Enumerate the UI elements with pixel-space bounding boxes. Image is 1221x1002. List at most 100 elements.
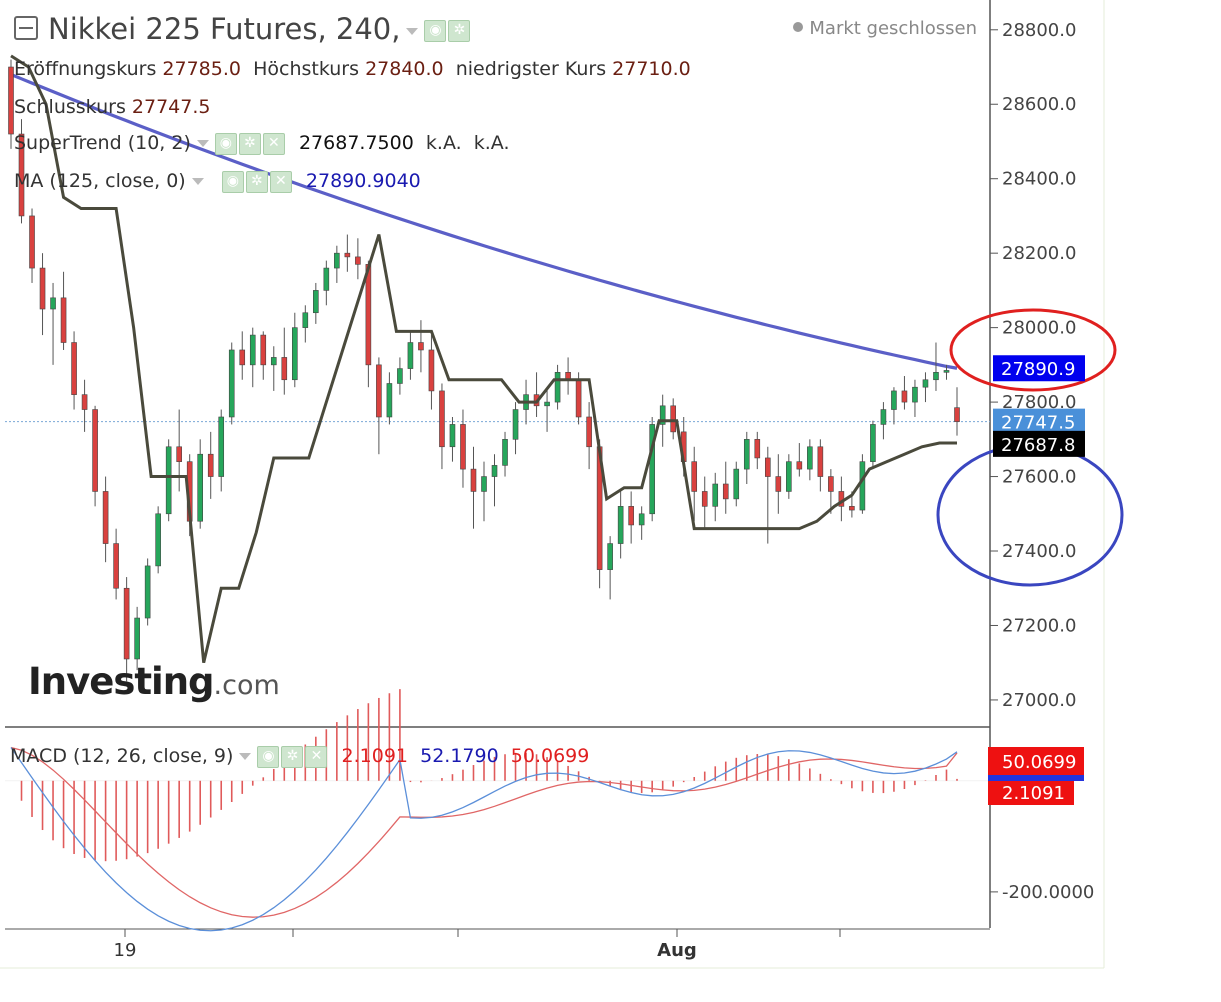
candle-body <box>617 506 624 544</box>
candle-body <box>743 439 750 470</box>
macd-line <box>10 747 958 932</box>
candle-body <box>764 457 771 477</box>
candle-body <box>817 446 824 477</box>
time-label: Aug <box>657 940 697 961</box>
chevron-down-icon[interactable] <box>191 178 204 185</box>
candle-body <box>449 424 456 448</box>
candle-body <box>334 252 340 269</box>
candle-body <box>481 476 487 492</box>
price-tick-label: 28000.0 <box>1002 318 1076 339</box>
candle-body <box>870 424 876 462</box>
candle-body <box>81 394 88 410</box>
candle-body <box>502 439 508 466</box>
gear-icon[interactable]: ✲ <box>238 132 261 155</box>
chevron-down-icon[interactable] <box>406 27 419 35</box>
candle-body <box>407 342 414 369</box>
macd-hist-value: 2.1091 <box>341 745 409 767</box>
ma-label: MA (125, close, 0) <box>14 170 186 192</box>
candle-body <box>512 409 519 440</box>
red-annotation-circle <box>949 308 1117 392</box>
candle-body <box>796 461 803 470</box>
candle-body <box>439 390 445 448</box>
candle-body <box>849 506 855 511</box>
supertrend-label: SuperTrend (10, 2) <box>14 132 191 154</box>
price-tick-label: 28200.0 <box>1002 243 1076 264</box>
eye-icon[interactable]: ◉ <box>424 20 447 42</box>
candle-body <box>638 513 645 526</box>
macd-signal-badge-bg <box>988 747 1084 775</box>
gear-icon[interactable]: ✲ <box>281 745 304 768</box>
candle-body <box>123 587 130 660</box>
supertrend-legend[interactable]: SuperTrend (10, 2) ◉ ✲ ✕ 27687.7500 k.A. k.… <box>14 132 510 155</box>
close-value: 27747.5 <box>131 96 211 118</box>
candle-body <box>659 405 666 425</box>
candle-body <box>933 372 939 381</box>
price-tick-label: 28800.0 <box>1002 20 1076 41</box>
candle-body <box>249 334 256 366</box>
close-price-badge-bg <box>993 408 1085 435</box>
collapse-icon[interactable] <box>14 16 38 40</box>
macd-label: MACD (12, 26, close, 9) <box>10 745 234 767</box>
candle-body <box>29 215 35 269</box>
candle-body <box>397 368 403 384</box>
eye-icon[interactable]: ◉ <box>257 745 280 768</box>
candle-body <box>901 390 908 403</box>
supertrend-extra-1: k.A. <box>425 132 462 154</box>
candle-body <box>102 491 109 544</box>
eye-icon[interactable]: ◉ <box>214 132 237 155</box>
candle-body <box>701 491 708 507</box>
candle-body <box>134 617 140 660</box>
ma-legend[interactable]: MA (125, close, 0) ◉ ✲ ✕ 27890.9040 <box>14 170 421 193</box>
candle-body <box>302 312 309 328</box>
macd-signal-value: 50.0699 <box>510 745 590 767</box>
candle-body <box>575 379 582 418</box>
candle-body <box>786 461 792 492</box>
supertrend-value: 27687.7500 <box>298 132 414 154</box>
close-label: Schlusskurs <box>14 96 126 118</box>
candle-body <box>670 405 677 433</box>
close-icon[interactable]: ✕ <box>269 170 292 193</box>
candle-body <box>954 407 960 422</box>
candle-body <box>92 409 98 492</box>
candle-body <box>281 357 288 381</box>
candle-body <box>344 252 351 258</box>
ma-value: 27890.9040 <box>305 170 421 192</box>
candle-body <box>460 424 466 470</box>
price-tick-label: 28600.0 <box>1002 94 1076 115</box>
status-dot-icon <box>793 22 804 32</box>
low-label: niedrigster Kurs <box>455 58 607 80</box>
candle-body <box>39 267 46 310</box>
candle-body <box>155 513 161 567</box>
market-status: Markt geschlossen <box>793 18 977 39</box>
close-price-badge: 27747.5 <box>1001 413 1075 434</box>
candle-body <box>239 349 246 366</box>
candle-body <box>8 66 14 135</box>
close-icon[interactable]: ✕ <box>262 132 285 155</box>
candle-body <box>470 468 477 492</box>
supertrend-price-badge-bg <box>993 430 1085 457</box>
candle-body <box>197 453 203 522</box>
candle-body <box>270 357 277 366</box>
close-icon[interactable]: ✕ <box>305 745 328 768</box>
candle-body <box>50 297 56 310</box>
candle-body <box>207 453 214 477</box>
candle-body <box>691 461 698 492</box>
macd-hist-badge-bg <box>988 781 1074 805</box>
eye-icon[interactable]: ◉ <box>221 170 244 193</box>
price-tick-label: 27000.0 <box>1002 690 1076 711</box>
macd-legend[interactable]: MACD (12, 26, close, 9) ◉ ✲ ✕ 2.1091 52.179… <box>10 745 589 768</box>
price-tick-label: 27200.0 <box>1002 615 1076 636</box>
investing-logo: Investing.com <box>28 660 280 703</box>
chevron-down-icon[interactable] <box>196 140 209 147</box>
candle-body <box>313 290 319 314</box>
gear-icon[interactable]: ✲ <box>448 20 471 42</box>
candle-body <box>355 256 361 265</box>
candle-body <box>60 297 67 343</box>
gear-icon[interactable]: ✲ <box>245 170 268 193</box>
low-value: 27710.0 <box>612 58 691 80</box>
candle-body <box>323 267 330 291</box>
chevron-down-icon[interactable] <box>239 753 252 760</box>
chart-title: Nikkei 225 Futures, 240, ◉ ✲ <box>14 12 472 46</box>
candle-body <box>912 386 918 403</box>
